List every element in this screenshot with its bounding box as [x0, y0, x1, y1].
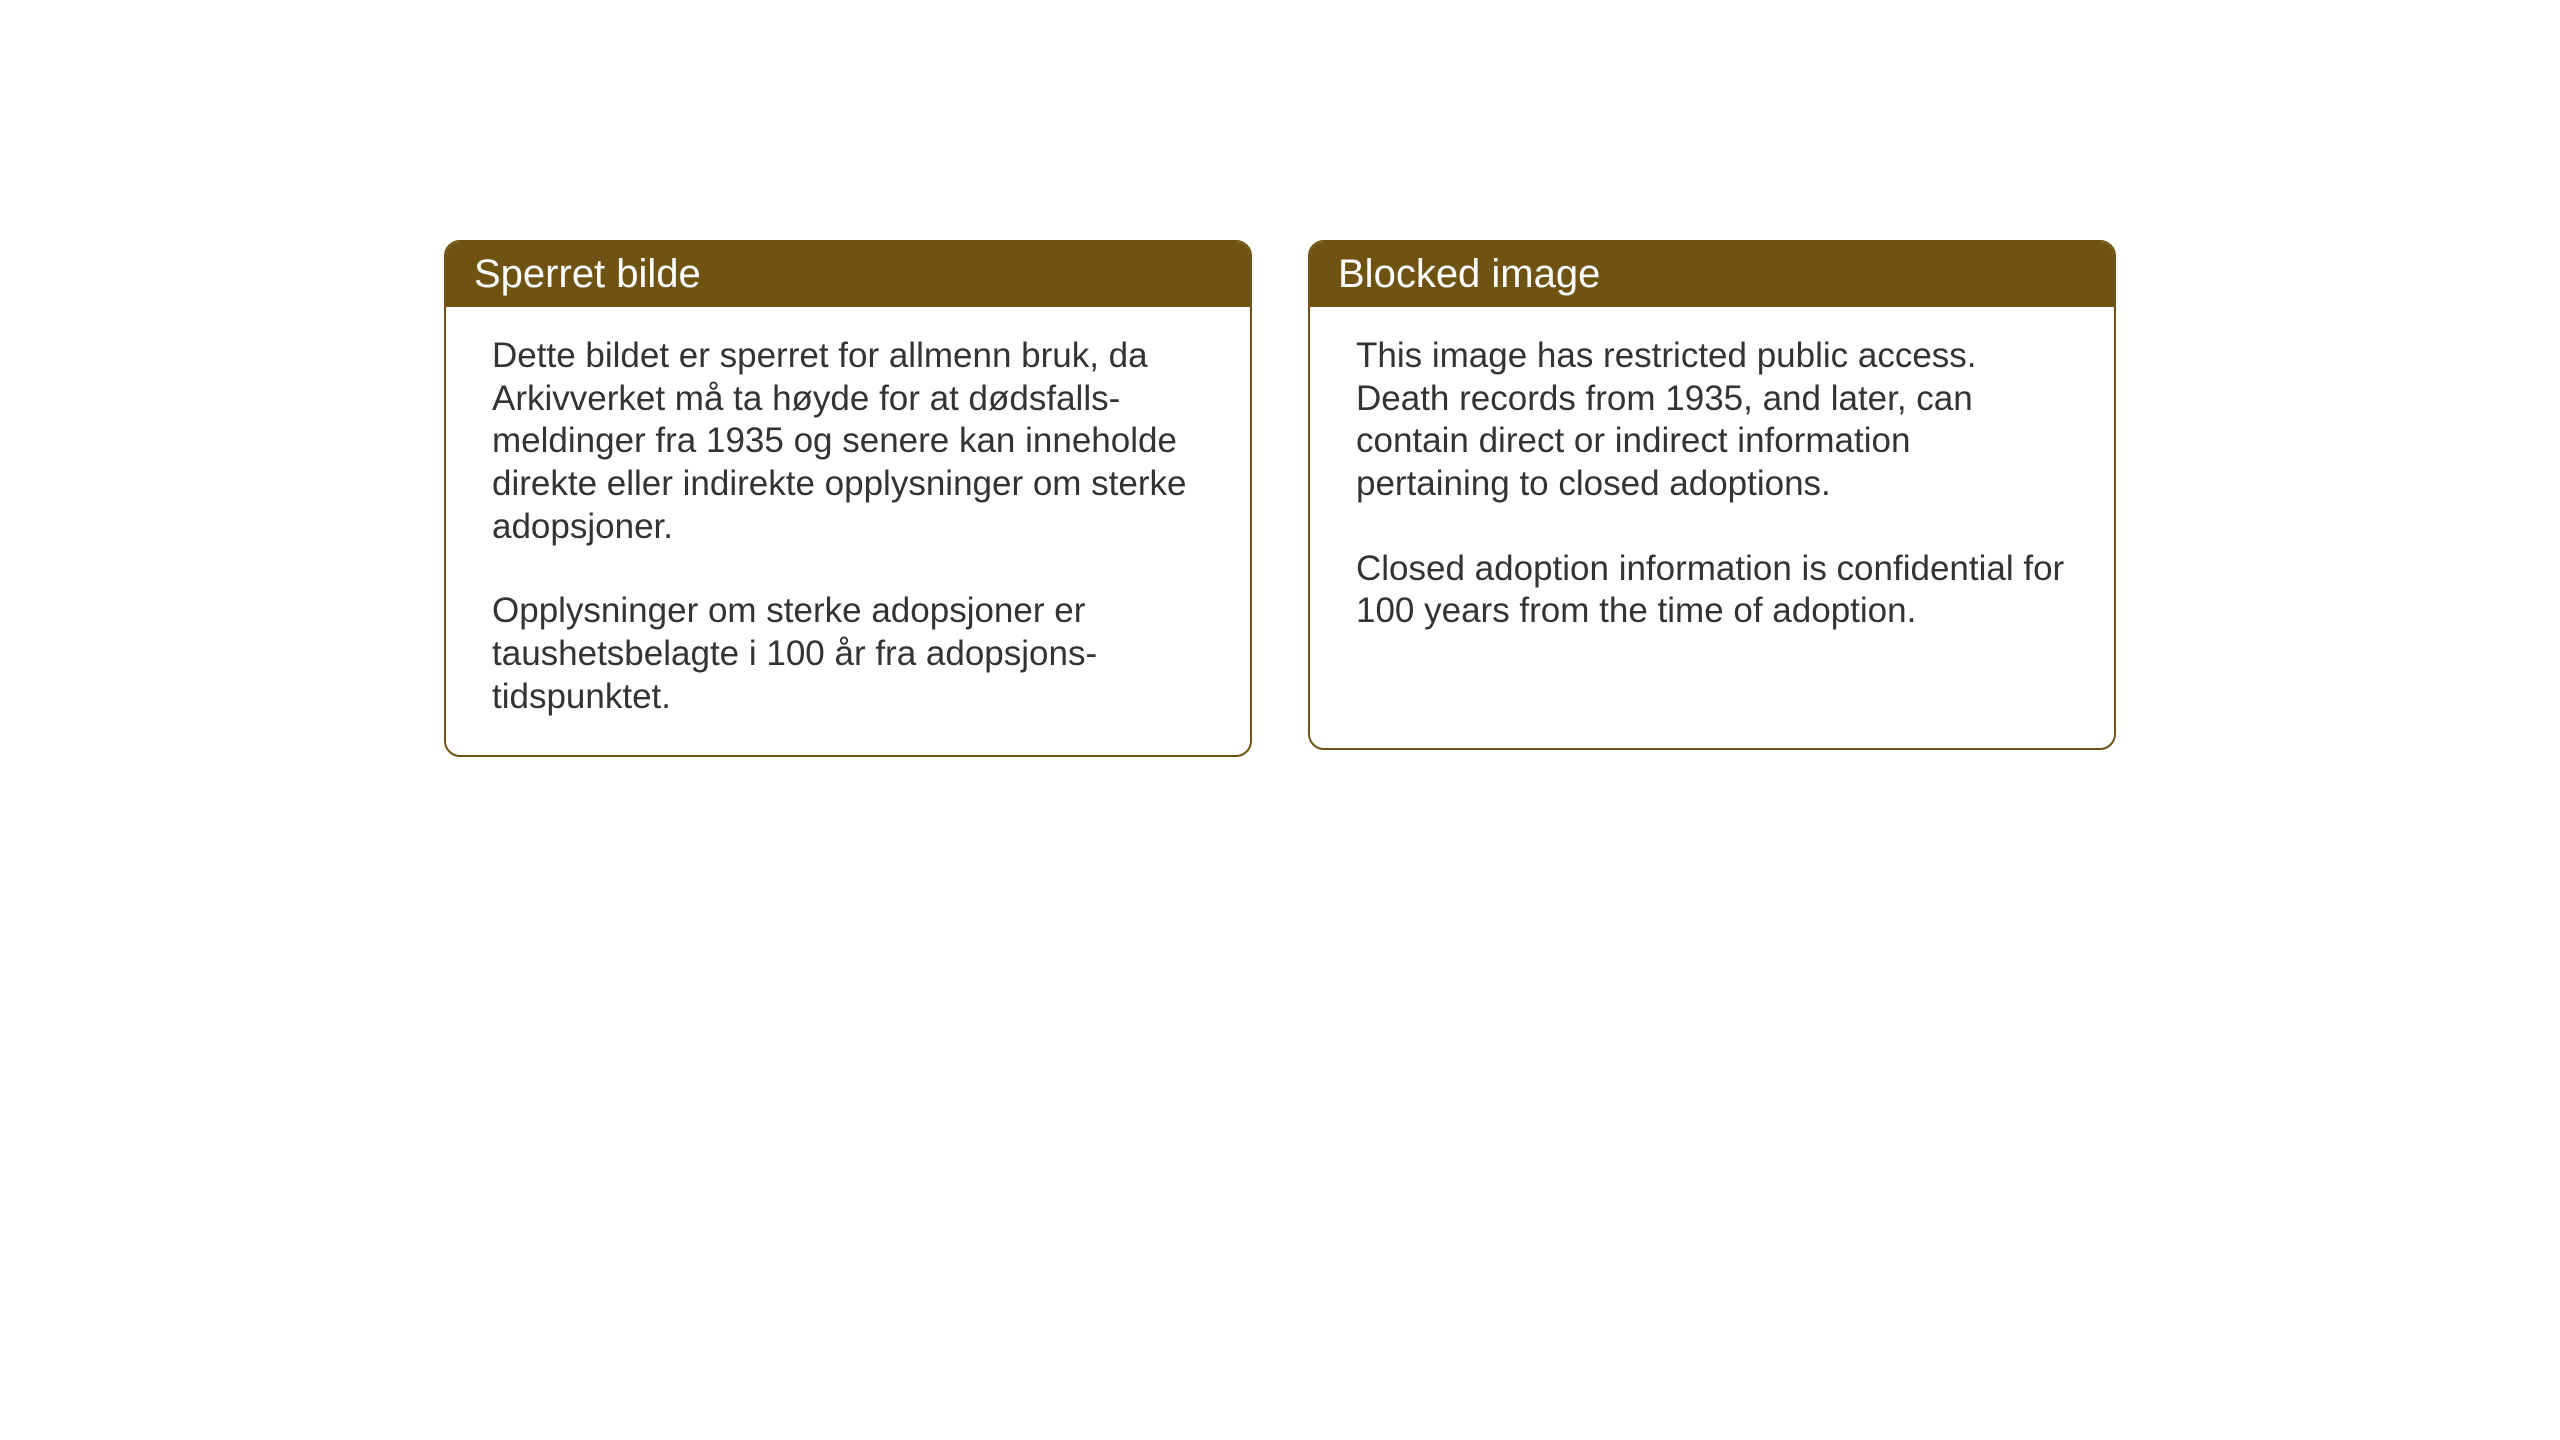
english-card-body: This image has restricted public access.… — [1310, 307, 2114, 669]
english-paragraph-1: This image has restricted public access.… — [1356, 335, 2068, 506]
notice-container: Sperret bilde Dette bildet er sperret fo… — [444, 240, 2116, 757]
norwegian-card-title: Sperret bilde — [446, 242, 1250, 307]
norwegian-paragraph-2: Opplysninger om sterke adopsjoner er tau… — [492, 590, 1204, 718]
english-paragraph-2: Closed adoption information is confident… — [1356, 548, 2068, 633]
norwegian-card-body: Dette bildet er sperret for allmenn bruk… — [446, 307, 1250, 755]
norwegian-notice-card: Sperret bilde Dette bildet er sperret fo… — [444, 240, 1252, 757]
norwegian-paragraph-1: Dette bildet er sperret for allmenn bruk… — [492, 335, 1204, 548]
english-card-title: Blocked image — [1310, 242, 2114, 307]
english-notice-card: Blocked image This image has restricted … — [1308, 240, 2116, 750]
